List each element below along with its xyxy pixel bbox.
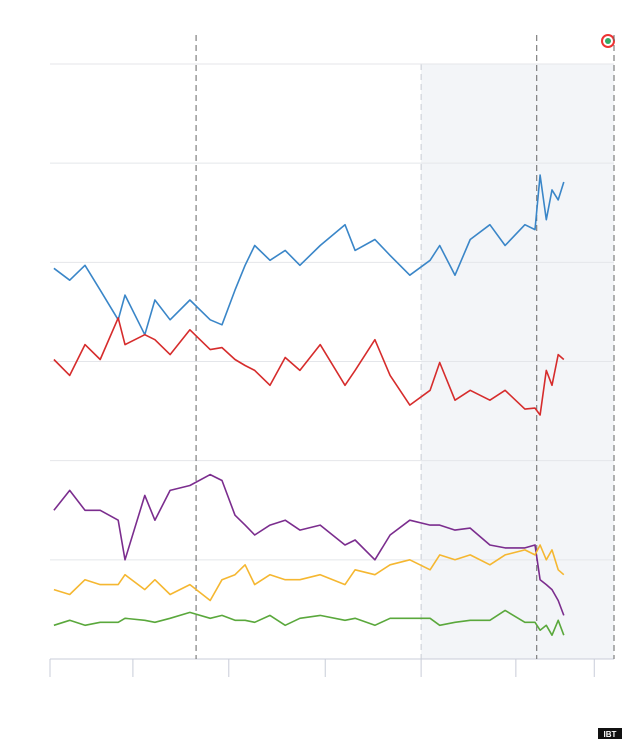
logo-badge: [598, 728, 622, 739]
series-line: [53, 317, 565, 416]
series-line: [53, 544, 565, 602]
series-line: [53, 473, 565, 616]
series-line: [53, 609, 565, 636]
logo: IBT: [604, 730, 617, 739]
brand-icon: [601, 34, 615, 48]
